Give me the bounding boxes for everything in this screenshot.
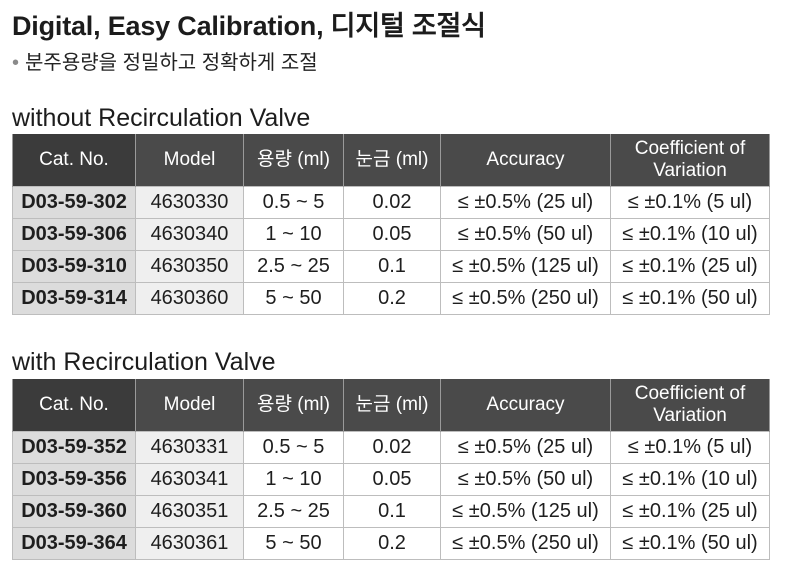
model-cell: 4630360	[135, 282, 244, 315]
cat-no-cell: D03-59-306	[12, 218, 136, 251]
model-cell: 4630351	[135, 495, 244, 528]
accuracy-cell: ≤ ±0.5% (250 ul)	[440, 527, 611, 560]
cat-no-cell: D03-59-364	[12, 527, 136, 560]
spec-table-with-valve: Cat. No. Model 용량 (ml) 눈금 (ml) Accuracy …	[12, 379, 770, 560]
page-subtitle: • 분주용량을 정밀하고 정확하게 조절	[12, 46, 318, 75]
cv-cell: ≤ ±0.1% (10 ul)	[610, 218, 770, 251]
col-header-scale: 눈금 (ml)	[343, 134, 441, 187]
scale-cell: 0.1	[343, 495, 441, 528]
volume-cell: 1 ~ 10	[243, 463, 344, 496]
col-header-volume: 용량 (ml)	[243, 379, 344, 432]
col-header-cv: Coefficient of Variation	[610, 379, 770, 432]
model-cell: 4630341	[135, 463, 244, 496]
accuracy-cell: ≤ ±0.5% (50 ul)	[440, 463, 611, 496]
cv-cell: ≤ ±0.1% (5 ul)	[610, 186, 770, 219]
cv-cell: ≤ ±0.1% (50 ul)	[610, 282, 770, 315]
accuracy-cell: ≤ ±0.5% (125 ul)	[440, 250, 611, 283]
cat-no-cell: D03-59-356	[12, 463, 136, 496]
col-header-scale: 눈금 (ml)	[343, 379, 441, 432]
bullet-icon: •	[12, 52, 20, 74]
cv-cell: ≤ ±0.1% (25 ul)	[610, 250, 770, 283]
col-header-cat-no: Cat. No.	[12, 379, 136, 432]
scale-cell: 0.2	[343, 527, 441, 560]
col-header-accuracy: Accuracy	[440, 379, 611, 432]
accuracy-cell: ≤ ±0.5% (25 ul)	[440, 431, 611, 464]
col-header-cat-no: Cat. No.	[12, 134, 136, 187]
section-title-without-valve: without Recirculation Valve	[12, 104, 311, 132]
table-header-row: Cat. No. Model 용량 (ml) 눈금 (ml) Accuracy …	[12, 134, 770, 187]
cv-cell: ≤ ±0.1% (10 ul)	[610, 463, 770, 496]
table-row: D03-59-360 4630351 2.5 ~ 25 0.1 ≤ ±0.5% …	[12, 495, 770, 528]
col-header-accuracy: Accuracy	[440, 134, 611, 187]
scale-cell: 0.1	[343, 250, 441, 283]
model-cell: 4630330	[135, 186, 244, 219]
table-row: D03-59-314 4630360 5 ~ 50 0.2 ≤ ±0.5% (2…	[12, 282, 770, 315]
accuracy-cell: ≤ ±0.5% (25 ul)	[440, 186, 611, 219]
table-row: D03-59-364 4630361 5 ~ 50 0.2 ≤ ±0.5% (2…	[12, 527, 770, 560]
model-cell: 4630361	[135, 527, 244, 560]
table-row: D03-59-356 4630341 1 ~ 10 0.05 ≤ ±0.5% (…	[12, 463, 770, 496]
cv-cell: ≤ ±0.1% (50 ul)	[610, 527, 770, 560]
cat-no-cell: D03-59-310	[12, 250, 136, 283]
col-header-model: Model	[135, 134, 244, 187]
accuracy-cell: ≤ ±0.5% (50 ul)	[440, 218, 611, 251]
table-row: D03-59-352 4630331 0.5 ~ 5 0.02 ≤ ±0.5% …	[12, 431, 770, 464]
cv-cell: ≤ ±0.1% (5 ul)	[610, 431, 770, 464]
spec-table-without-valve: Cat. No. Model 용량 (ml) 눈금 (ml) Accuracy …	[12, 134, 770, 315]
cv-cell: ≤ ±0.1% (25 ul)	[610, 495, 770, 528]
volume-cell: 5 ~ 50	[243, 282, 344, 315]
model-cell: 4630331	[135, 431, 244, 464]
volume-cell: 2.5 ~ 25	[243, 250, 344, 283]
model-cell: 4630350	[135, 250, 244, 283]
volume-cell: 2.5 ~ 25	[243, 495, 344, 528]
scale-cell: 0.02	[343, 186, 441, 219]
section-title-with-valve: with Recirculation Valve	[12, 348, 276, 376]
cat-no-cell: D03-59-302	[12, 186, 136, 219]
table-row: D03-59-302 4630330 0.5 ~ 5 0.02 ≤ ±0.5% …	[12, 186, 770, 219]
scale-cell: 0.05	[343, 463, 441, 496]
volume-cell: 1 ~ 10	[243, 218, 344, 251]
volume-cell: 0.5 ~ 5	[243, 186, 344, 219]
scale-cell: 0.2	[343, 282, 441, 315]
col-header-volume: 용량 (ml)	[243, 134, 344, 187]
table-row: D03-59-306 4630340 1 ~ 10 0.05 ≤ ±0.5% (…	[12, 218, 770, 251]
accuracy-cell: ≤ ±0.5% (250 ul)	[440, 282, 611, 315]
cat-no-cell: D03-59-352	[12, 431, 136, 464]
page-title: Digital, Easy Calibration, 디지털 조절식	[12, 11, 486, 41]
scale-cell: 0.02	[343, 431, 441, 464]
col-header-model: Model	[135, 379, 244, 432]
col-header-cv: Coefficient of Variation	[610, 134, 770, 187]
table-header-row: Cat. No. Model 용량 (ml) 눈금 (ml) Accuracy …	[12, 379, 770, 432]
volume-cell: 5 ~ 50	[243, 527, 344, 560]
accuracy-cell: ≤ ±0.5% (125 ul)	[440, 495, 611, 528]
model-cell: 4630340	[135, 218, 244, 251]
volume-cell: 0.5 ~ 5	[243, 431, 344, 464]
subtitle-text: 분주용량을 정밀하고 정확하게 조절	[25, 52, 318, 74]
scale-cell: 0.05	[343, 218, 441, 251]
cat-no-cell: D03-59-314	[12, 282, 136, 315]
table-row: D03-59-310 4630350 2.5 ~ 25 0.1 ≤ ±0.5% …	[12, 250, 770, 283]
cat-no-cell: D03-59-360	[12, 495, 136, 528]
